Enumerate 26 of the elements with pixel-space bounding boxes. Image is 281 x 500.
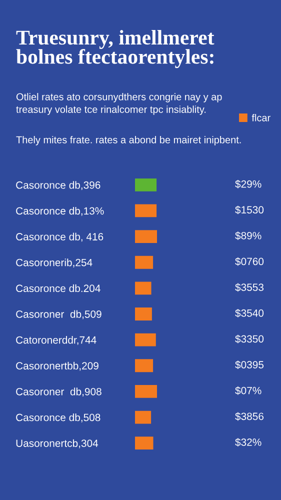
text: $3540 — [235, 308, 264, 318]
y-tick-label: Casoronce db.204 — [16, 284, 100, 292]
y-tick-label: Casoronce db,396 — [16, 181, 100, 190]
y-tick-label: Casoronce db,13% — [16, 206, 104, 216]
text: $32% — [235, 438, 262, 447]
y-tick-label: Casoronertbb,209 — [16, 362, 98, 371]
text: $3856 — [235, 412, 264, 421]
chart-subtitle: Otliel rates ato corsunydthers congrie nay y ap treasury volate tce rinalcomer tpc insiablity. — [16, 93, 222, 115]
y-tick-label: Catoronerddr,744 — [16, 336, 96, 345]
legend-label: flcar — [252, 114, 270, 122]
chart-title: Truesunry, imellmeret bolnes ftectaorentyles: — [16, 30, 214, 68]
y-tick-label: Casoronce db,508 — [16, 414, 100, 422]
y-tick-label: Uasoronertcb,304 — [16, 439, 98, 448]
y-tick-label: Casoronerib,254 — [16, 258, 92, 268]
text: $29% — [235, 180, 262, 188]
y-tick-label: Casoronce db, 416 — [16, 232, 104, 242]
text: $3553 — [235, 283, 264, 292]
text: $0395 — [235, 360, 264, 370]
text: $0760 — [235, 257, 264, 266]
text: $3350 — [235, 334, 264, 344]
text: $07% — [235, 386, 262, 395]
text: Thely mites frate. rates a abond be mairet inipbent. — [16, 136, 241, 146]
text: $89% — [235, 232, 262, 240]
y-tick-label: Casoroner db,908 — [16, 388, 102, 397]
y-tick-label: Casoroner db,509 — [16, 310, 102, 320]
text: $1530 — [235, 206, 264, 214]
